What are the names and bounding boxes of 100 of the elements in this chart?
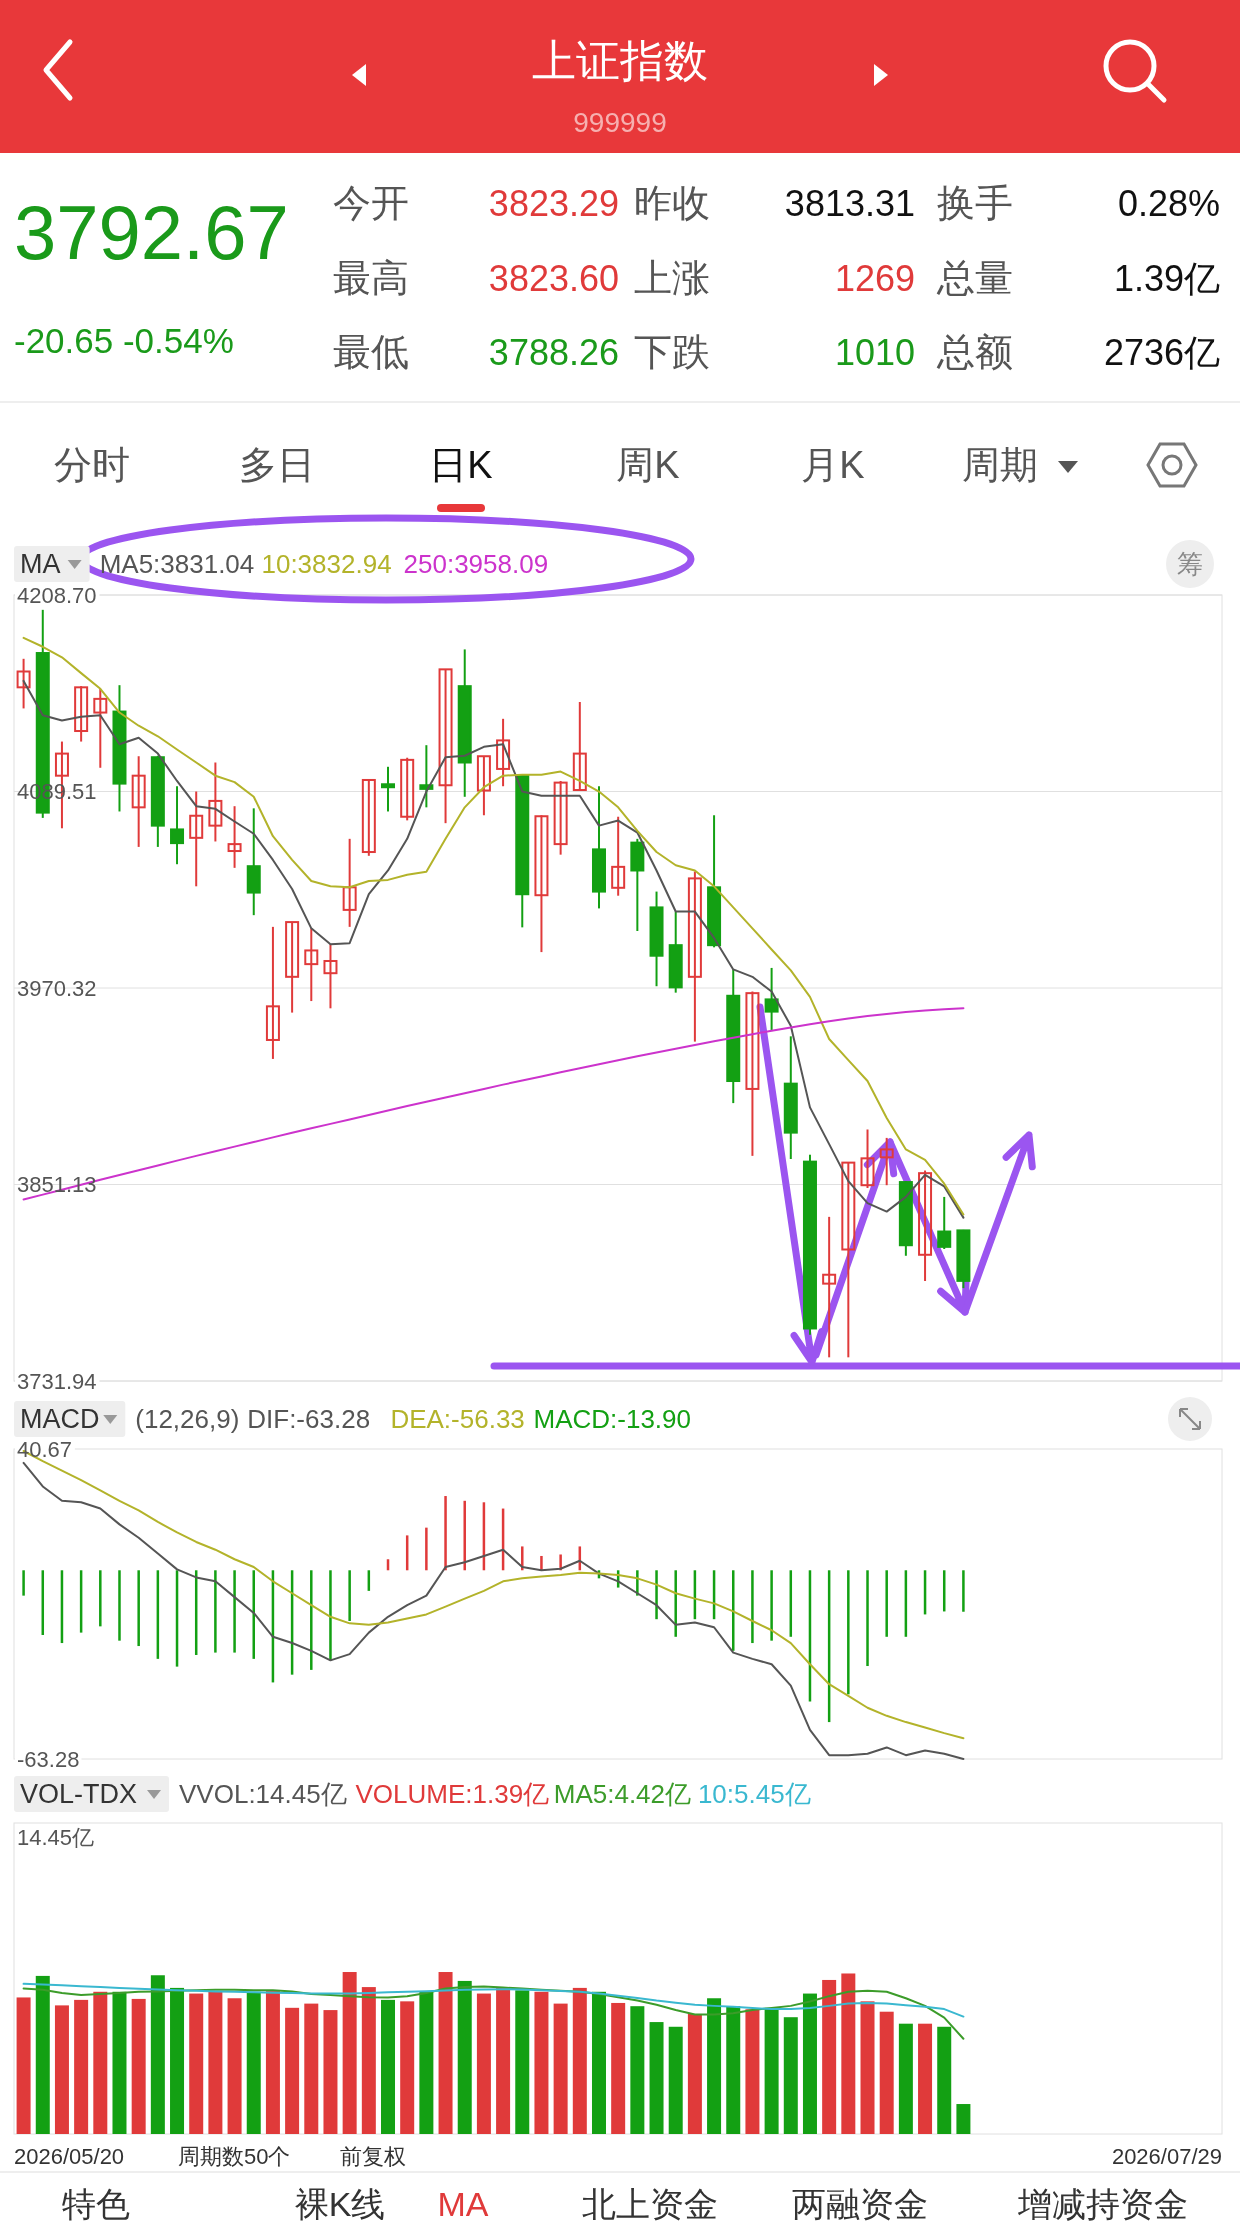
candlestick [822,1215,837,1359]
text: 3788.26 [488,331,619,373]
text: 1.39亿 [1113,257,1220,299]
bar [707,1998,722,2134]
candlestick [438,668,453,825]
candlestick [400,756,415,822]
bar [866,1570,869,1667]
bar [170,1987,185,2134]
bar [310,1570,313,1670]
bar [285,2007,300,2134]
bar [438,1972,453,2134]
text: 3823.60 [488,257,619,299]
text: 两融资金 [792,2185,928,2223]
bar [99,1570,102,1627]
candlestick [74,685,89,743]
bar [22,1570,25,1596]
text: 0.28% [1117,182,1220,224]
candlestick [841,1161,856,1359]
text: 3813.31 [784,182,915,224]
candlestick [860,1128,875,1190]
bar [323,2010,338,2134]
bar [521,1546,524,1571]
text: 分时 [54,444,130,486]
candlestick [879,1136,894,1187]
bar [214,1570,217,1653]
candlestick [16,657,31,710]
bar [246,1991,261,2134]
bar [668,2026,683,2134]
bar [189,1993,204,2134]
bar [348,1570,351,1621]
candlestick [553,779,568,856]
text: 今开 [333,182,409,224]
bar [649,2022,664,2134]
text: 日K [429,444,493,486]
text: 下跌 [634,331,710,373]
candlestick [208,761,223,843]
text: 上涨 [634,257,710,299]
text: VOLUME:1.39亿 [355,1779,550,1809]
y-tick-label: -63.28 [17,1746,80,1772]
text: 最高 [333,257,409,299]
candlestick [227,805,242,869]
bar [770,1570,773,1641]
text: 1010 [834,331,915,373]
bar [342,1972,357,2134]
text: 上证指数 [532,35,708,85]
candlestick [323,943,338,1010]
text: 10:3832.94 [261,549,392,579]
bar [476,1993,491,2134]
text: MA [437,2185,489,2223]
bar [879,2011,894,2134]
bar [898,2023,913,2134]
bar [112,1991,127,2134]
bar [419,1991,434,2134]
text: 特色 [62,2185,130,2223]
bar [553,2003,568,2134]
bar [726,2006,741,2134]
bar [93,1991,108,2134]
y-tick-label: 3970.32 [17,975,97,1001]
bar [74,1999,89,2134]
bar [16,1997,31,2134]
text: 250:3958.09 [403,549,549,579]
bar [457,1980,472,2134]
text: 2026/07/29 [1111,2143,1222,2169]
bar [150,1975,165,2134]
text: -20.65 -0.54% [14,320,234,360]
bar [233,1570,236,1653]
legend-title: VOL-TDX [20,1779,138,1809]
bar [841,1973,856,2134]
bar [937,2026,952,2134]
candlestick [361,778,376,857]
bar [444,1496,447,1571]
candlestick [131,755,146,848]
bar [361,1987,376,2134]
candlestick [918,1169,933,1282]
text: VVOL:14.45亿 [179,1779,347,1809]
bar [227,1998,242,2134]
bar [885,1570,888,1637]
bar [265,1991,280,2134]
bar [54,2005,69,2134]
text: 最低 [333,331,409,373]
bar [962,1570,965,1612]
y-tick-label: 4208.70 [17,582,97,608]
bar [822,1979,837,2134]
candlestick [265,925,280,1060]
text: MA5:4.42亿 [553,1779,692,1809]
legend-title: MACD [20,1404,100,1434]
bar [304,2003,319,2134]
candlestick [304,927,319,1003]
text: 10:5.45亿 [697,1779,811,1809]
candlestick [476,755,491,817]
text: MA5:3831.04 [99,549,255,579]
bar [751,1570,754,1644]
text: 总量 [936,257,1013,299]
bar [860,2001,875,2134]
text: 前复权 [340,2143,406,2169]
bar [745,2009,760,2134]
text: 北上资金 [582,2185,718,2223]
text: 月K [801,444,865,486]
bar [515,1990,530,2134]
text: DIF:-63.28 [247,1404,371,1434]
